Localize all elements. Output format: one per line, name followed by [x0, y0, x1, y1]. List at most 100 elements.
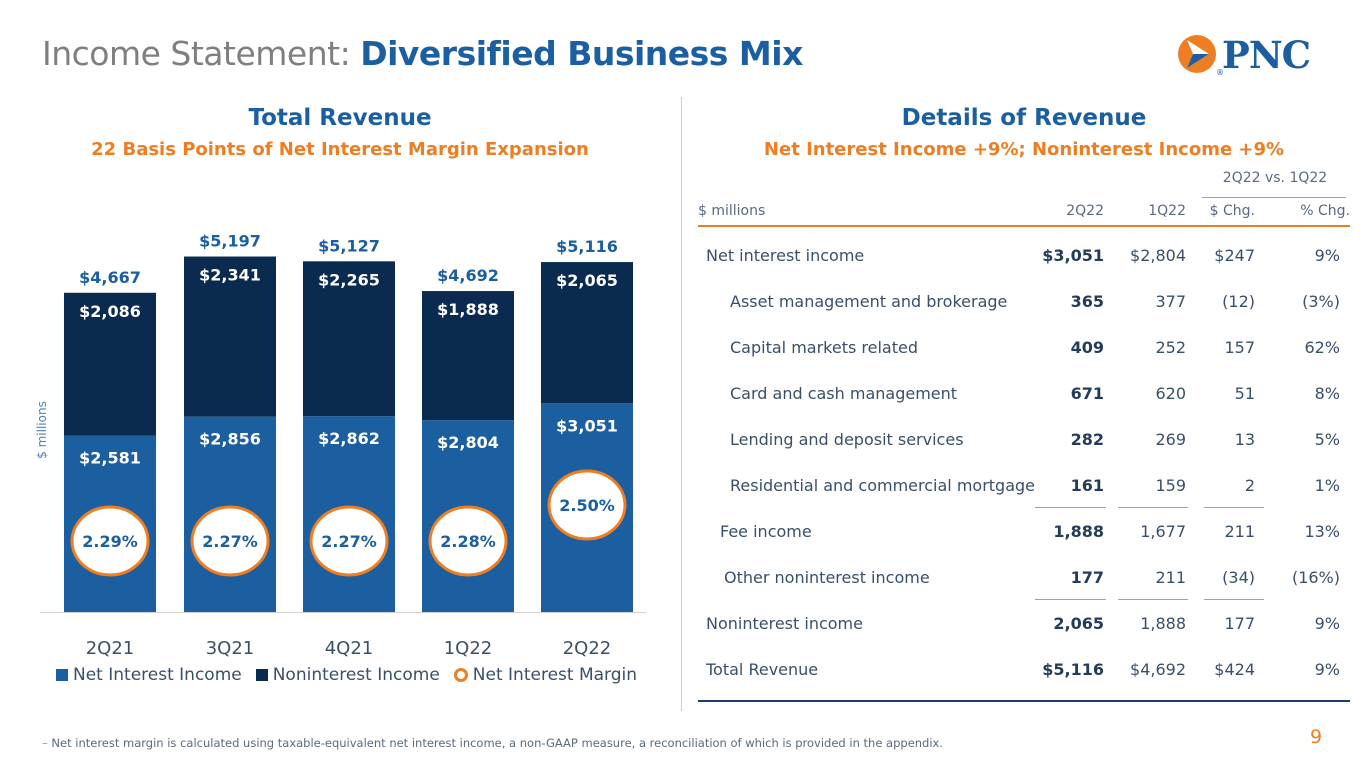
cell-1q22: 252	[1155, 338, 1186, 357]
cell-dollar-chg: (34)	[1222, 568, 1255, 587]
table-row: Asset management and brokerage 365 377 (12)…	[698, 280, 1350, 326]
cell-2q22: 282	[1070, 430, 1104, 449]
cell-pct-chg: 1%	[1314, 476, 1340, 495]
cell-1q22: 159	[1155, 476, 1186, 495]
nim-label: 2.28%	[440, 532, 496, 551]
total-label: $4,692	[437, 266, 499, 285]
total-label: $4,667	[79, 268, 141, 287]
bar-noninterest-income	[303, 261, 395, 417]
pnc-logo-text: PNC	[1222, 33, 1311, 77]
total-label: $5,197	[199, 232, 261, 251]
cell-2q22: 177	[1070, 568, 1104, 587]
x-tick-label: 3Q21	[206, 638, 255, 659]
legend-net-interest-income: Net Interest Income	[56, 665, 242, 685]
nim-label: 2.27%	[321, 532, 377, 551]
data-label-nonii: $2,341	[199, 266, 261, 285]
data-label-nii: $2,581	[79, 448, 141, 467]
x-tick-label: 2Q22	[563, 638, 612, 659]
row-label: Residential and commercial mortgage	[730, 476, 1035, 495]
nim-ring	[70, 505, 150, 577]
chart-legend: Net Interest Income Noninterest Income N…	[56, 665, 651, 685]
cell-pct-chg: 62%	[1304, 338, 1340, 357]
cell-2q22: $3,051	[1042, 246, 1104, 265]
table-row: Other noninterest income 177 211 (34) (16%)	[698, 556, 1350, 602]
x-tick-label: 4Q21	[325, 638, 374, 659]
table-header-row: $ millions 2Q22 1Q22 $ Chg. % Chg.	[698, 199, 1350, 227]
registered-mark: ®	[1216, 68, 1224, 77]
vertical-divider	[681, 97, 682, 711]
cell-pct-chg: 8%	[1314, 384, 1340, 403]
col-header-2q22: 2Q22	[1066, 203, 1104, 219]
y-axis-label: $ millions	[35, 401, 49, 459]
page-title-prefix: Income Statement:	[42, 34, 351, 73]
cell-1q22: 269	[1155, 430, 1186, 449]
total-revenue-chart: $ millions $2,581 $2,086 $4,667 2Q21 2.29% $2,…	[35, 232, 646, 659]
col-header-dollar-chg: $ Chg.	[1209, 203, 1255, 219]
cell-2q22: 671	[1070, 384, 1104, 403]
cell-1q22: $4,692	[1130, 660, 1186, 679]
subtotal-rule	[1118, 599, 1188, 600]
cell-1q22: 620	[1155, 384, 1186, 403]
nim-ring	[547, 469, 627, 541]
subtotal-rule	[1118, 507, 1188, 508]
cell-1q22: 1,888	[1140, 614, 1186, 633]
cell-dollar-chg: $424	[1214, 660, 1255, 679]
page-number: 9	[1310, 726, 1323, 748]
cell-dollar-chg: 2	[1244, 476, 1255, 495]
data-label-nii: $2,804	[437, 433, 499, 452]
total-label: $5,127	[318, 236, 380, 255]
cell-1q22: 211	[1155, 568, 1186, 587]
table-row: Fee income 1,888 1,677 211 13%	[698, 510, 1350, 556]
data-label-nonii: $2,265	[318, 270, 380, 289]
row-label: Fee income	[720, 522, 812, 541]
bar-noninterest-income	[184, 256, 276, 417]
row-label: Capital markets related	[730, 338, 918, 357]
total-revenue-subtitle: 22 Basis Points of Net Interest Margin E…	[91, 139, 589, 160]
cell-2q22: 365	[1070, 292, 1104, 311]
cell-2q22: $5,116	[1042, 660, 1104, 679]
cell-pct-chg: 9%	[1314, 660, 1340, 679]
footnote-dash: –	[42, 736, 48, 750]
data-label-nonii: $2,086	[79, 302, 141, 321]
table-row: Capital markets related 409 252 157 62%	[698, 326, 1350, 372]
bar-noninterest-income	[541, 262, 633, 404]
page-title-main: Diversified Business Mix	[360, 34, 803, 73]
cell-1q22: $2,804	[1130, 246, 1186, 265]
legend-noninterest-income: Noninterest Income	[255, 665, 440, 685]
nim-ring	[190, 505, 270, 577]
total-revenue-title: Total Revenue	[248, 105, 432, 131]
bar-noninterest-income	[422, 291, 514, 421]
legend-net-interest-margin: Net Interest Margin	[453, 665, 638, 685]
table-row: Total Revenue $5,116 $4,692 $424 9%	[698, 648, 1350, 694]
row-label: Noninterest income	[706, 614, 863, 633]
row-label: Net interest income	[706, 246, 865, 265]
details-subtitle: Net Interest Income +9%; Noninterest Inc…	[763, 139, 1285, 160]
cell-dollar-chg: (12)	[1222, 292, 1255, 311]
table-row: Net interest income $3,051 $2,804 $247 9%	[698, 234, 1350, 280]
group-header-underline	[1202, 197, 1346, 198]
total-label: $5,116	[556, 237, 618, 256]
row-label: Card and cash management	[730, 384, 958, 403]
table-bottom-rule	[698, 700, 1350, 702]
x-tick-label: 1Q22	[444, 638, 493, 659]
cell-dollar-chg: 177	[1224, 614, 1255, 633]
col-header-pct-chg: % Chg.	[1300, 203, 1350, 219]
subtotal-rule	[1204, 599, 1264, 600]
col-header-1q22: 1Q22	[1148, 203, 1186, 219]
page-title: Income Statement: Diversified Business M…	[42, 34, 803, 73]
nim-ring	[428, 505, 508, 577]
subtotal-rule	[1204, 507, 1264, 508]
cell-1q22: 1,677	[1140, 522, 1186, 541]
data-label-nonii: $1,888	[437, 300, 499, 319]
nim-label: 2.27%	[202, 532, 258, 551]
nim-label: 2.29%	[82, 532, 138, 551]
cell-pct-chg: (16%)	[1291, 568, 1340, 587]
cell-2q22: 2,065	[1053, 614, 1104, 633]
subtotal-rule	[1035, 599, 1106, 600]
legend-label-nim: Net Interest Margin	[472, 665, 638, 685]
table-row: Residential and commercial mortgage 161 15…	[698, 464, 1350, 510]
data-label-nii: $3,051	[556, 416, 618, 435]
cell-2q22: 1,888	[1053, 522, 1104, 541]
cell-2q22: 161	[1070, 476, 1104, 495]
legend-label-nonii: Noninterest Income	[272, 665, 440, 685]
